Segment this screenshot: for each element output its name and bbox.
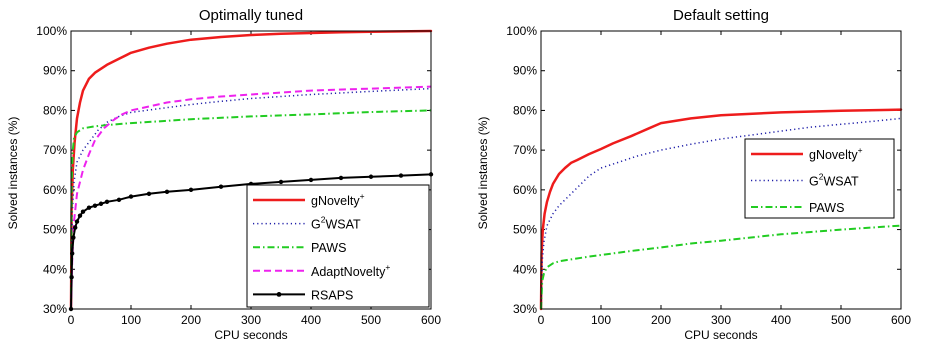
chart-right-ylabel: Solved instances (%) — [476, 117, 490, 230]
y-tick-label: 30% — [43, 302, 67, 316]
series-point — [278, 179, 284, 185]
series-point — [69, 275, 74, 280]
y-tick-label: 60% — [513, 183, 537, 197]
chart-left-title: Optimally tuned — [199, 7, 303, 24]
series-point — [188, 187, 194, 193]
series-point — [77, 213, 83, 218]
x-tick-label: 600 — [891, 313, 911, 327]
legend-label: RSAPS — [311, 288, 353, 302]
chart-right-title: Default setting — [673, 7, 769, 24]
y-tick-label: 70% — [513, 143, 537, 157]
series-line-adaptnovelty — [70, 85, 432, 310]
series-point — [92, 203, 98, 208]
series-line-gnovelty — [539, 108, 903, 311]
x-tick-label: 500 — [831, 313, 851, 327]
chart-left-series — [68, 29, 434, 312]
series-line-gnovelty — [69, 29, 433, 311]
legend-label: G2WSAT — [311, 215, 361, 232]
series-point — [368, 174, 374, 179]
series-point — [71, 235, 76, 240]
y-tick-label: 80% — [43, 103, 67, 117]
legend-label: G2WSAT — [809, 172, 859, 189]
series-point — [218, 184, 224, 189]
series-point — [398, 173, 404, 178]
series-point — [104, 199, 110, 204]
x-tick-label: 0 — [68, 313, 75, 327]
legend-label: PAWS — [809, 201, 844, 215]
series-point — [80, 209, 86, 214]
series-point — [74, 219, 80, 224]
y-tick-label: 90% — [513, 64, 537, 78]
y-tick-label: 50% — [43, 223, 67, 237]
chart-left-legend: gNovelty+ G2WSAT PAWS AdaptNovelty+ RSAPS — [246, 184, 430, 308]
series-point — [128, 194, 134, 199]
series-point — [308, 177, 314, 183]
x-tick-label: 500 — [361, 313, 381, 327]
y-tick-label: 90% — [43, 64, 67, 78]
x-tick-label: 100 — [591, 313, 611, 327]
x-tick-label: 400 — [771, 313, 791, 327]
x-tick-label: 0 — [538, 313, 545, 327]
legend-marker — [276, 292, 282, 297]
chart-right-legend: gNovelty+ G2WSAT PAWS — [744, 138, 895, 219]
chart-right-ticks: 0 100 200 300 400 500 600 30% 40% 50% 60% 70% 80% 90%… — [506, 24, 911, 327]
y-tick-label: 60% — [43, 183, 67, 197]
series-point — [98, 201, 104, 206]
x-tick-label: 300 — [711, 313, 731, 327]
legend-label: PAWS — [311, 241, 346, 255]
series-point — [338, 175, 344, 181]
x-tick-label: 200 — [651, 313, 671, 327]
chart-left-ylabel: Solved instances (%) — [6, 117, 20, 230]
chart-right-axes-box — [540, 30, 902, 310]
x-tick-label: 300 — [241, 313, 261, 327]
legend-box — [744, 138, 895, 219]
series-line-g — [540, 117, 902, 310]
legend-label: gNovelty+ — [311, 191, 365, 208]
y-tick-label: 70% — [43, 143, 67, 157]
legend-label: gNovelty+ — [809, 145, 863, 162]
chart-right: Default setting CPU seconds Solved insta… — [476, 7, 911, 342]
chart-right-xlabel: CPU seconds — [684, 328, 757, 342]
series-line-g — [70, 87, 432, 310]
y-tick-label: 100% — [36, 24, 67, 38]
legend-box — [246, 184, 430, 308]
y-tick-label: 80% — [513, 103, 537, 117]
y-tick-label: 50% — [513, 223, 537, 237]
legend-label: AdaptNovelty+ — [311, 262, 390, 279]
chart-left: Optimally tuned CPU seconds Solved insta… — [6, 7, 441, 342]
y-tick-label: 100% — [506, 24, 537, 38]
y-tick-label: 30% — [513, 302, 537, 316]
series-point — [146, 191, 152, 197]
y-tick-label: 40% — [43, 262, 67, 276]
series-point — [116, 197, 122, 202]
chart-left-xlabel: CPU seconds — [214, 328, 287, 342]
y-tick-label: 40% — [513, 262, 537, 276]
x-tick-label: 400 — [301, 313, 321, 327]
series-point — [73, 225, 78, 230]
series-point — [86, 205, 92, 210]
x-tick-label: 200 — [181, 313, 201, 327]
chart-left-axes-box — [70, 30, 432, 310]
x-tick-label: 100 — [121, 313, 141, 327]
chart-left-ticks: 0 100 200 300 400 500 600 30% 40% 50% 60% 70% 80% 90%… — [36, 24, 441, 327]
series-point — [164, 189, 170, 195]
x-tick-label: 600 — [421, 313, 441, 327]
chart-right-series — [539, 108, 903, 311]
series-line-paws — [540, 224, 902, 310]
